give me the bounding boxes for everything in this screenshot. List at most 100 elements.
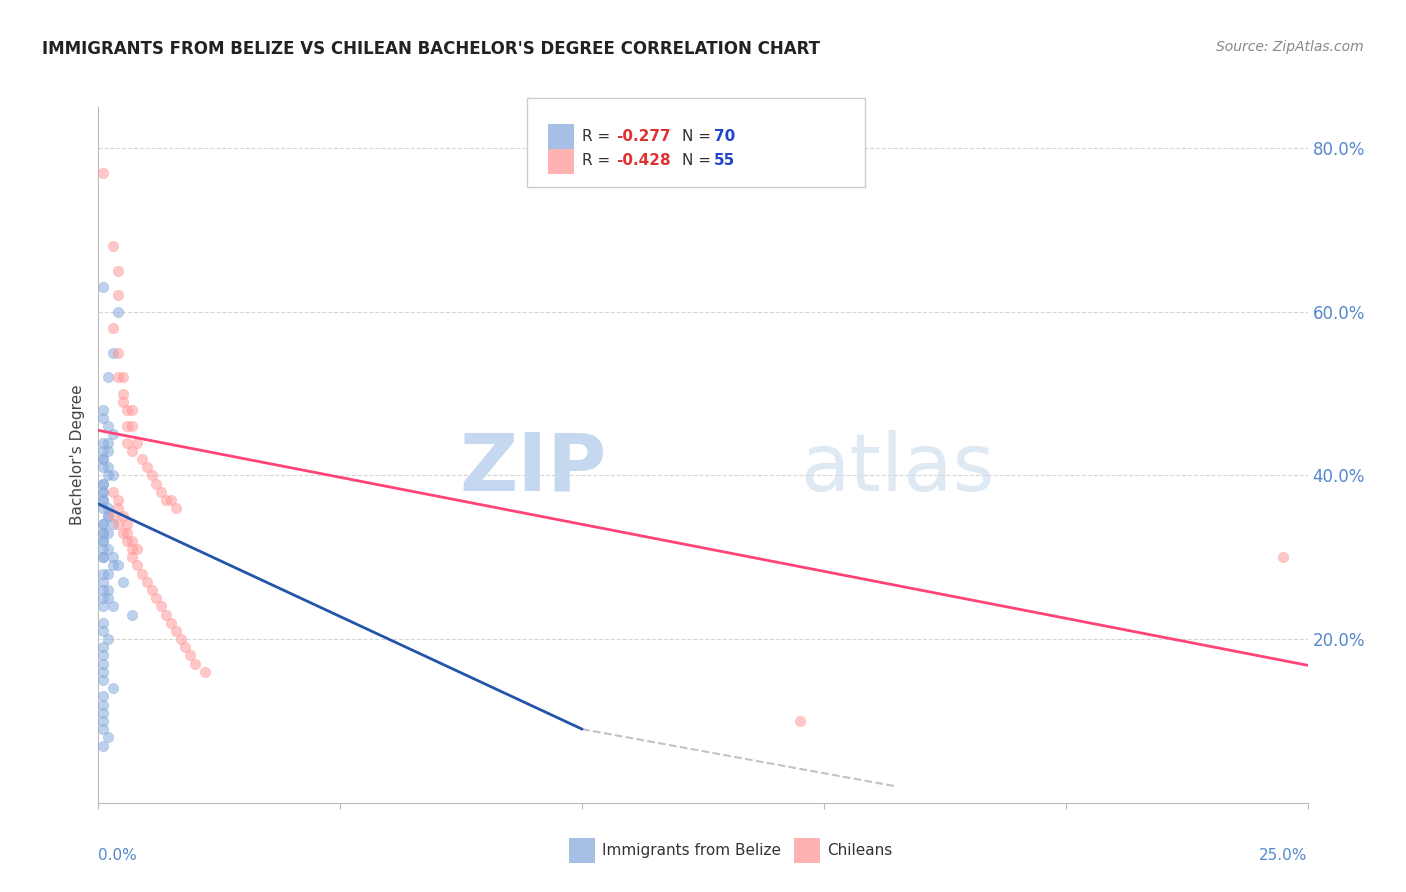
Point xyxy=(121,542,143,557)
Point xyxy=(131,566,153,581)
Point xyxy=(91,640,114,655)
Point xyxy=(160,492,183,507)
Point xyxy=(111,509,134,524)
Point xyxy=(107,370,129,384)
Point xyxy=(107,345,129,359)
Point xyxy=(91,624,114,638)
Point xyxy=(101,239,124,253)
Point xyxy=(97,509,120,524)
Text: atlas: atlas xyxy=(800,430,994,508)
Point xyxy=(91,443,114,458)
Text: 25.0%: 25.0% xyxy=(1260,848,1308,863)
Point xyxy=(111,525,134,540)
Point xyxy=(107,304,129,318)
Point xyxy=(111,394,134,409)
Point xyxy=(97,370,120,384)
Point xyxy=(101,345,124,359)
Point xyxy=(91,550,114,565)
Point xyxy=(91,533,114,548)
Y-axis label: Bachelor's Degree: Bachelor's Degree xyxy=(70,384,86,525)
Point xyxy=(91,657,114,671)
Point xyxy=(107,264,129,278)
Point xyxy=(91,452,114,467)
Point xyxy=(91,673,114,687)
Point xyxy=(117,419,139,434)
Point xyxy=(91,706,114,720)
Point xyxy=(194,665,217,679)
Point xyxy=(179,648,201,663)
Point xyxy=(91,435,114,450)
Point xyxy=(107,558,129,573)
Point xyxy=(155,607,177,622)
Point xyxy=(107,492,129,507)
Point xyxy=(135,574,157,589)
Point xyxy=(141,582,163,597)
Point xyxy=(91,460,114,475)
Point xyxy=(1272,550,1295,565)
Point xyxy=(91,492,114,507)
Point xyxy=(91,542,114,557)
Text: Chileans: Chileans xyxy=(827,844,891,858)
Point xyxy=(91,492,114,507)
Point xyxy=(121,403,143,417)
Point xyxy=(150,484,173,499)
Point xyxy=(121,607,143,622)
Point xyxy=(97,582,120,597)
Point xyxy=(91,722,114,736)
Point xyxy=(117,533,139,548)
Point xyxy=(97,443,120,458)
Point xyxy=(101,599,124,614)
Point xyxy=(101,468,124,483)
Point xyxy=(91,484,114,499)
Point xyxy=(97,419,120,434)
Point xyxy=(91,517,114,532)
Point xyxy=(91,484,114,499)
Point xyxy=(91,476,114,491)
Point xyxy=(101,517,124,532)
Point xyxy=(101,509,124,524)
Text: 55: 55 xyxy=(714,153,735,168)
Text: Source: ZipAtlas.com: Source: ZipAtlas.com xyxy=(1216,40,1364,54)
Point xyxy=(91,517,114,532)
Point xyxy=(91,574,114,589)
Point xyxy=(121,443,143,458)
Point xyxy=(97,468,120,483)
Point xyxy=(91,615,114,630)
Text: -0.428: -0.428 xyxy=(616,153,671,168)
Point xyxy=(91,525,114,540)
Point xyxy=(117,435,139,450)
Point xyxy=(97,632,120,646)
Point xyxy=(184,657,207,671)
Point xyxy=(160,615,183,630)
Point xyxy=(121,533,143,548)
Point xyxy=(97,525,120,540)
Point xyxy=(135,460,157,475)
Point xyxy=(117,403,139,417)
Point xyxy=(91,591,114,606)
Text: R =: R = xyxy=(582,153,616,168)
Point xyxy=(121,419,143,434)
Point xyxy=(91,739,114,753)
Point xyxy=(91,280,114,294)
Point xyxy=(97,591,120,606)
Point xyxy=(155,492,177,507)
Text: 70: 70 xyxy=(714,129,735,144)
Text: -0.277: -0.277 xyxy=(616,129,671,144)
Point xyxy=(101,550,124,565)
Point xyxy=(97,542,120,557)
Point xyxy=(91,714,114,728)
Point xyxy=(111,370,134,384)
Point xyxy=(91,476,114,491)
Point xyxy=(91,690,114,704)
Point xyxy=(165,624,187,638)
Point xyxy=(91,566,114,581)
Point xyxy=(97,501,120,516)
Point xyxy=(91,501,114,516)
Point xyxy=(145,476,167,491)
Point xyxy=(111,574,134,589)
Point xyxy=(101,427,124,442)
Point xyxy=(789,714,811,728)
Point xyxy=(145,591,167,606)
Point xyxy=(97,460,120,475)
Point xyxy=(131,452,153,467)
